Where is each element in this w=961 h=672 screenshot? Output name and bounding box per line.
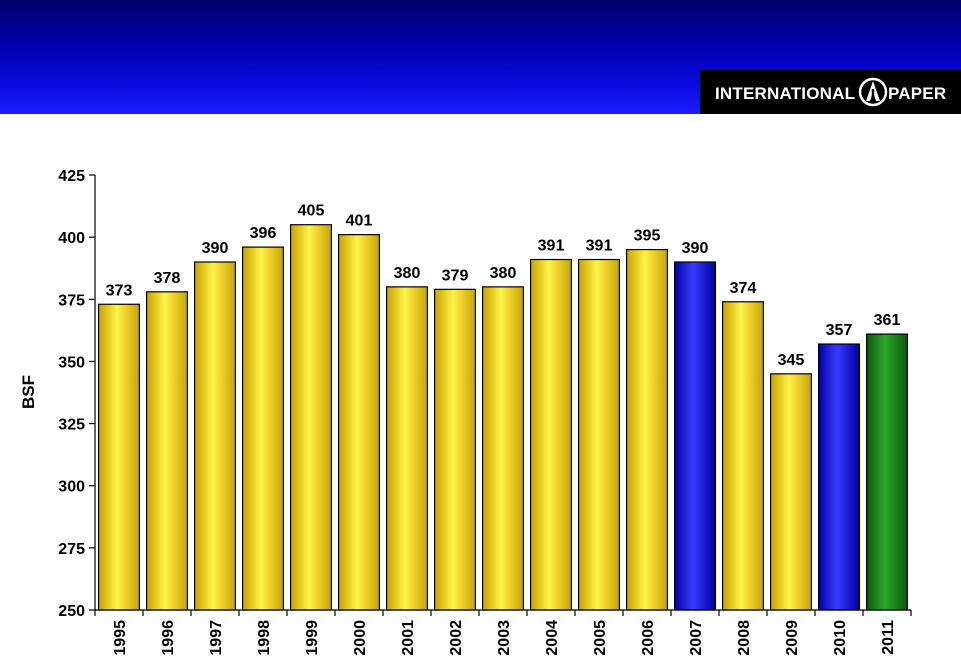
value-labels: 373 378 390 396 405 401 380 379 380 391 391 395 390 3…	[106, 203, 901, 369]
value-label-2010: 357	[826, 322, 853, 339]
company-logo: INTERNATIONAL PAPER	[700, 70, 961, 114]
bar-2001	[386, 286, 429, 611]
x-tick-label-2004: 2004	[544, 620, 561, 656]
x-tick-label-2007: 2007	[688, 620, 705, 656]
x-tick-label-2000: 2000	[352, 620, 369, 656]
value-label-2004: 391	[538, 238, 565, 255]
bar-1999	[290, 224, 333, 611]
x-tick-label-2002: 2002	[448, 620, 465, 656]
x-tick-label-2001: 2001	[400, 620, 417, 656]
x-axis: 1995 1996 1997 1998 1999 2000 2001 2002 2003 2004…	[94, 609, 912, 656]
bar-2005	[577, 258, 620, 611]
bars	[97, 224, 908, 611]
value-label-2008: 374	[730, 280, 757, 297]
x-tick-label-2005: 2005	[592, 620, 609, 656]
bar-2008	[721, 301, 764, 611]
value-label-1999: 405	[298, 203, 325, 220]
x-tick-label-1997: 1997	[208, 620, 225, 656]
bar-2000	[338, 234, 381, 611]
x-tick-label-1998: 1998	[256, 620, 273, 656]
x-tick-label-1996: 1996	[160, 620, 177, 656]
y-axis-label: BSF	[19, 375, 38, 409]
value-label-1998: 396	[250, 225, 277, 242]
bar-2006	[625, 248, 668, 611]
y-tick-label: 350	[58, 354, 85, 371]
x-tick-label-2008: 2008	[736, 620, 753, 656]
bar-1996	[146, 291, 189, 611]
x-tick-label-1999: 1999	[304, 620, 321, 656]
y-tick-label: 400	[58, 230, 85, 247]
x-tick-label-2009: 2009	[784, 620, 801, 656]
value-label-1996: 378	[154, 270, 181, 287]
y-tick-label: 250	[58, 603, 85, 620]
value-label-2002: 379	[442, 267, 469, 284]
value-label-2007: 390	[682, 240, 709, 257]
logo-emblem-icon	[858, 77, 888, 107]
x-tick-label-1995: 1995	[112, 620, 129, 656]
bar-2010	[817, 343, 860, 611]
x-tick-label-2006: 2006	[640, 620, 657, 656]
x-tick-label-2011: 2011	[880, 620, 897, 655]
bar-2009	[769, 373, 812, 611]
value-label-2011: 361	[874, 312, 901, 329]
x-tick-label-2003: 2003	[496, 620, 513, 656]
x-tick-label-2010: 2010	[832, 620, 849, 656]
logo-text-right: PAPER	[888, 84, 947, 103]
bar-2004	[529, 258, 572, 611]
bar-1997	[194, 261, 237, 611]
bar-1995	[97, 303, 140, 611]
value-label-2009: 345	[778, 352, 805, 369]
bar-2007	[673, 261, 716, 611]
y-tick-label: 325	[58, 417, 85, 434]
y-tick-label: 300	[58, 479, 85, 496]
value-label-2005: 391	[586, 238, 613, 255]
bar-2011	[865, 333, 908, 611]
value-label-2006: 395	[634, 228, 661, 245]
bar-2002	[434, 288, 477, 611]
bar-1998	[242, 246, 285, 611]
value-label-2000: 401	[346, 213, 373, 230]
y-tick-label: 275	[58, 541, 85, 558]
value-label-2003: 380	[490, 265, 517, 282]
y-tick-label: 425	[58, 168, 85, 185]
logo-text-left: INTERNATIONAL	[715, 84, 856, 103]
value-label-1997: 390	[202, 240, 229, 257]
value-label-1995: 373	[106, 282, 133, 299]
y-tick-label: 375	[58, 292, 85, 309]
value-label-2001: 380	[394, 265, 421, 282]
y-axis: 250 275 300 325 350 375 400 425	[58, 168, 96, 620]
bar-2003	[482, 286, 525, 611]
